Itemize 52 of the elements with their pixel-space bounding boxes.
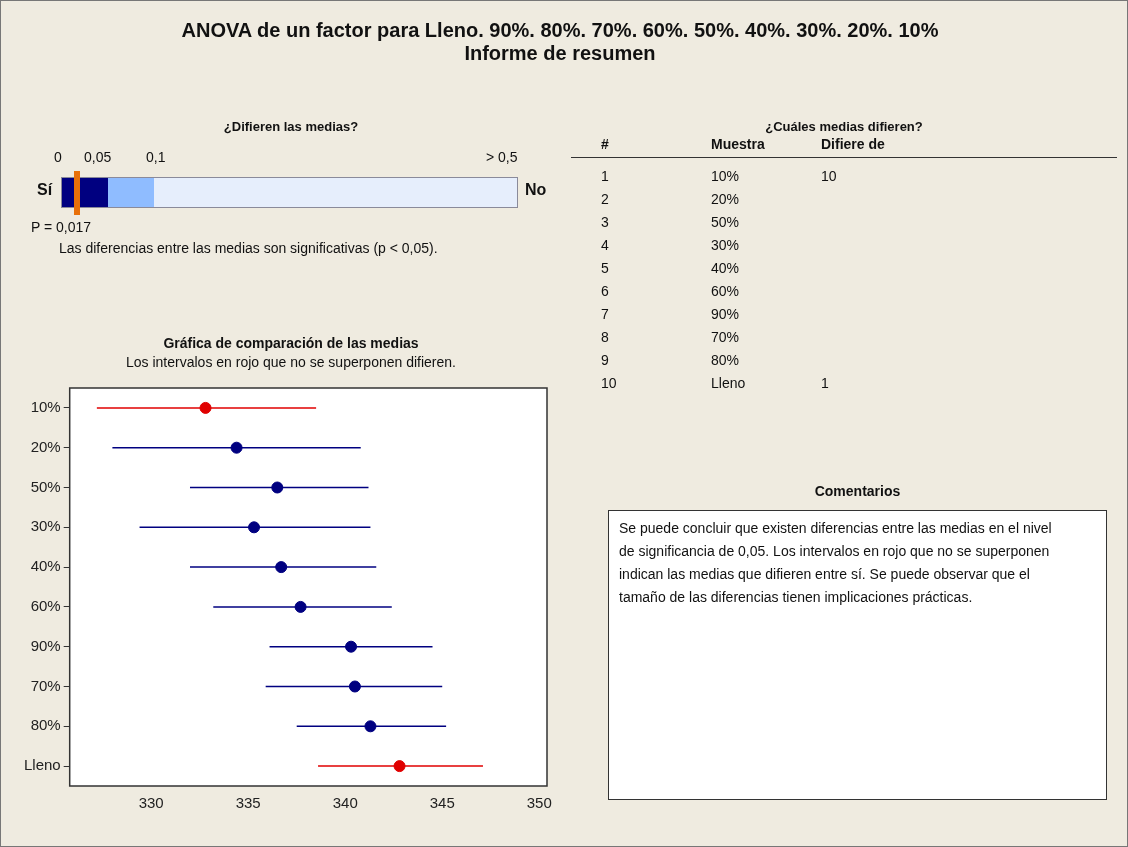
chart-subtitle: Los intervalos en rojo que no se superponen difieren.: [125, 354, 457, 370]
text: 6 60%: [601, 283, 740, 299]
point: [275, 561, 288, 574]
point: [271, 481, 284, 494]
text: 3 50%: [601, 214, 740, 230]
text: 10 Lleno 1: [601, 375, 829, 391]
text: # Muestra Difiere de: [601, 136, 885, 152]
y-tick-label: 20%: [30, 437, 61, 455]
point: [199, 401, 212, 414]
text: ¿Cuáles medias difieren?: [764, 119, 924, 134]
y-tick-label: 70%: [30, 676, 61, 694]
y-tick-label: 10%: [30, 398, 61, 416]
text: 4 30%: [601, 237, 740, 253]
text: Informe de resumen: [463, 42, 657, 65]
x-tick-label: 345: [429, 794, 455, 812]
text: > 0,5: [486, 149, 518, 165]
text: 0,1: [146, 149, 166, 165]
x-tick-label: 330: [138, 794, 164, 812]
text: 5 40%: [601, 260, 740, 276]
y-tick-label: 50%: [30, 477, 61, 495]
y-tick-label: 90%: [30, 636, 61, 654]
text: Las diferencias entre las medias son significativas (p < 0,05).: [59, 240, 438, 256]
point: [230, 441, 243, 454]
text: Sí: [37, 181, 53, 199]
chart-title: Gráfica de comparación de las medias: [162, 335, 420, 351]
point: [364, 720, 377, 733]
point: [393, 760, 406, 773]
x-tick-label: 340: [332, 794, 358, 812]
y-tick-label: 80%: [30, 716, 61, 734]
y-tick-label: 60%: [30, 597, 61, 615]
text: Comentarios: [813, 483, 902, 501]
y-tick-label: Lleno: [24, 756, 61, 774]
text: 8 70%: [601, 329, 740, 345]
text: 7 90%: [601, 306, 740, 322]
text: 2 20%: [601, 191, 740, 207]
text: 1 10% 10: [601, 168, 837, 184]
text: No: [525, 181, 547, 199]
text: 0: [54, 149, 62, 165]
point: [294, 600, 307, 613]
text: 9 80%: [601, 352, 740, 368]
point: [348, 680, 361, 693]
point: [345, 640, 358, 653]
text: ¿Difieren las medias?: [222, 119, 360, 134]
text: P = 0,017: [31, 219, 92, 235]
text: Se puede concluir que existen diferencias entre las medias en el nivel de significancia de 0,05. Los intervalos en rojo que no se superponen indican las medias que difieren entre sí. Se puede observar que el tamaño de las diferencias tienen implicaciones prácticas.: [619, 519, 1053, 607]
x-tick-label: 335: [235, 794, 261, 812]
y-tick-label: 40%: [30, 557, 61, 575]
y-tick-label: 30%: [30, 517, 61, 535]
point: [248, 521, 261, 534]
x-tick-label: 350: [526, 794, 552, 812]
text: ANOVA de un factor para Lleno. 90%. 80%. 70%. 60%. 50%. 40%. 30%. 20%. 10%: [180, 19, 940, 42]
text: 0,05: [84, 149, 112, 165]
